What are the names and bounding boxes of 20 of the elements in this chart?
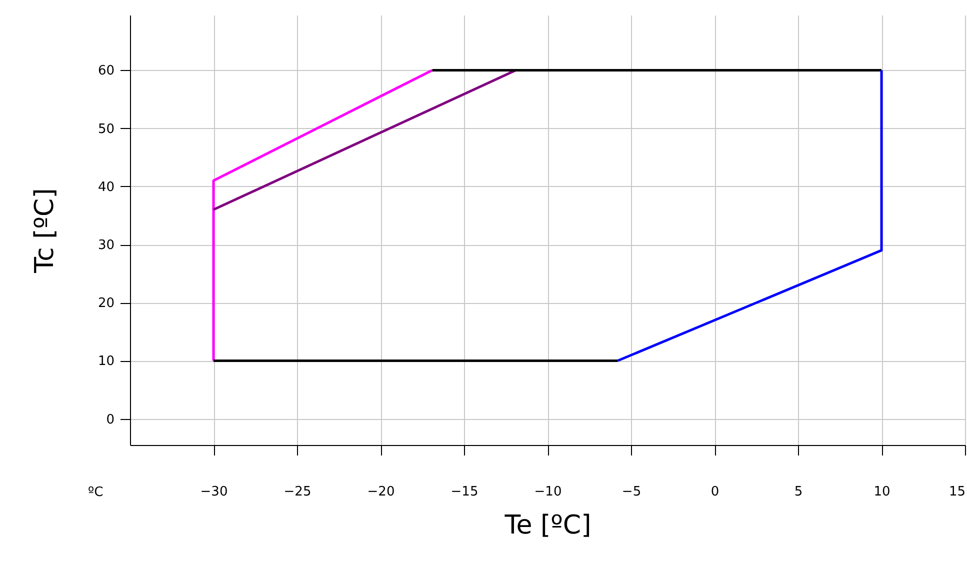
y-tick-label: 20 — [98, 296, 114, 312]
y-tick-label: 40 — [98, 180, 114, 195]
x-tick-label: −10 — [534, 484, 562, 500]
x-tick-label: 15 — [948, 484, 966, 500]
x-tick-label: −5 — [622, 484, 642, 500]
x-tick-label: −30 — [200, 484, 228, 500]
y-tick-label: 50 — [98, 122, 114, 137]
y-axis-title: Tc [ºC] — [30, 188, 60, 274]
y-tick-label: 60 — [98, 64, 114, 79]
x-tick-label: −20 — [367, 484, 395, 500]
x-tick-label: 0 — [710, 484, 720, 500]
x-axis-title: Te [ºC] — [504, 510, 592, 540]
x-tick-label: 5 — [794, 484, 803, 500]
x-tick-label: 10 — [874, 484, 890, 500]
text: ºC — [88, 485, 104, 500]
x-tick-label: −15 — [450, 484, 478, 500]
y-tick-label: 30 — [98, 238, 114, 254]
x-tick-label: −25 — [284, 484, 312, 500]
y-tick-label: 10 — [98, 354, 114, 370]
y-tick-label: 0 — [106, 412, 114, 428]
